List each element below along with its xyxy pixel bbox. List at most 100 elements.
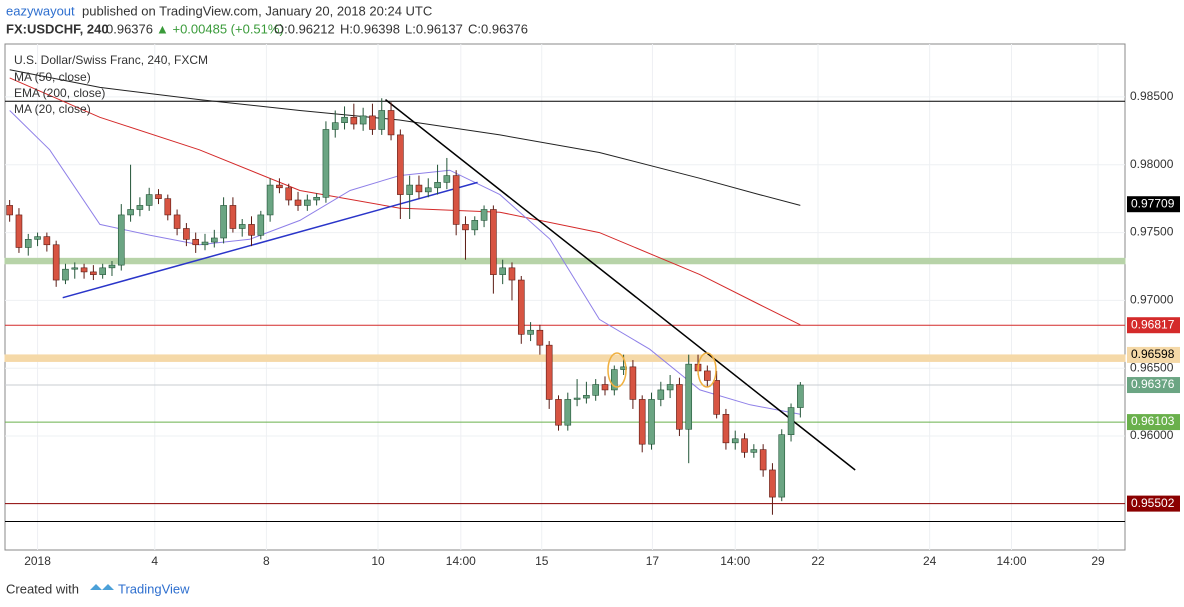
price-label-box <box>1127 346 1180 363</box>
x-tick-label: 14:00 <box>996 554 1026 568</box>
candle-body <box>611 369 618 391</box>
x-tick-label: 14:00 <box>446 554 476 568</box>
candle-body <box>99 267 106 275</box>
x-tick-label: 2018 <box>24 554 51 568</box>
price-label-box <box>1127 495 1180 512</box>
price-label-box <box>1127 196 1180 213</box>
footer-created: Created with <box>6 581 79 596</box>
candle-body <box>797 384 804 408</box>
y-tick-label: 0.97000 <box>1130 293 1174 307</box>
last-price: 0.96376 <box>106 21 153 36</box>
candle-body <box>601 384 609 391</box>
candle-body <box>769 469 776 498</box>
price-label: 0.96103 <box>1131 414 1175 428</box>
x-tick-label: 10 <box>371 554 385 568</box>
candle-body <box>183 228 190 240</box>
open: O:0.96212 <box>274 21 335 36</box>
candle-body <box>648 399 655 445</box>
price-label: 0.97709 <box>1131 196 1175 210</box>
candle-body <box>387 110 395 136</box>
legend-entry: MA (50, close) <box>14 70 91 84</box>
candle-body <box>276 184 283 189</box>
candle-body <box>424 187 432 193</box>
candle-body <box>629 366 637 400</box>
candle-body <box>499 267 506 275</box>
candle-body <box>536 329 544 346</box>
candle-body <box>313 196 320 201</box>
y-tick-label: 0.96500 <box>1130 360 1174 374</box>
author[interactable]: eazywayout <box>6 3 75 18</box>
candle-body <box>406 184 413 195</box>
candle-body <box>759 449 767 471</box>
candle-body <box>155 194 162 199</box>
candle-body <box>713 380 720 415</box>
candle-body <box>443 175 451 183</box>
candle-body <box>434 182 441 189</box>
candle-body <box>34 236 41 240</box>
candle-body <box>741 438 748 453</box>
x-tick-label: 22 <box>811 554 825 568</box>
footer-brand[interactable]: TradingView <box>118 581 190 596</box>
candle-body <box>750 449 758 453</box>
candle-body <box>285 187 293 201</box>
candle-body <box>490 209 497 275</box>
candle-body <box>527 329 534 335</box>
y-tick-label: 0.97500 <box>1130 225 1174 239</box>
candle-body <box>192 239 199 246</box>
chart-title: U.S. Dollar/Swiss Franc, 240, FXCM <box>14 53 208 67</box>
trend-line <box>385 99 856 471</box>
candle-body <box>341 116 348 123</box>
y-tick-label: 0.98000 <box>1130 157 1174 171</box>
candle-body <box>778 434 786 498</box>
candle-body <box>294 199 302 206</box>
candle-body <box>248 224 255 236</box>
price-label: 0.96817 <box>1131 317 1175 331</box>
price-label-box <box>1127 414 1180 431</box>
indicator-line <box>9 69 801 206</box>
plot-frame <box>4 43 1126 551</box>
candle-body <box>508 267 516 281</box>
x-tick-label: 15 <box>535 554 549 568</box>
candle-body <box>24 239 32 248</box>
high: H:0.96398 <box>340 21 400 36</box>
candle-body <box>80 267 88 273</box>
candle-body <box>117 214 125 266</box>
candle-body <box>592 384 599 396</box>
y-tick-label: 0.96000 <box>1130 428 1174 442</box>
zone-band <box>4 354 1126 362</box>
candle-body <box>211 237 218 243</box>
candle-body <box>350 116 358 125</box>
candle-body <box>229 205 237 229</box>
candle-body <box>722 414 730 444</box>
legend-entry: MA (20, close) <box>14 102 91 116</box>
x-tick-label: 29 <box>1091 554 1105 568</box>
price-label-box <box>1127 377 1180 394</box>
candle-body <box>638 399 646 445</box>
candle-body <box>136 205 144 210</box>
change: ▲ +0.00485 (+0.51%) <box>156 21 284 36</box>
y-tick-label: 0.98500 <box>1130 89 1174 103</box>
candle-body <box>471 220 479 231</box>
candle-body <box>15 214 23 248</box>
candle-body <box>573 397 581 400</box>
price-label: 0.96376 <box>1131 377 1175 391</box>
candle-body <box>173 214 181 229</box>
candle-body <box>564 399 572 426</box>
candle-body <box>676 384 683 430</box>
candle-body <box>201 241 209 246</box>
published: published on TradingView.com, January 20… <box>82 3 432 18</box>
candle-body <box>462 224 469 231</box>
candle-body <box>164 198 172 216</box>
candle-body <box>517 279 525 335</box>
x-tick-label: 8 <box>263 554 270 568</box>
candle-body <box>452 175 460 225</box>
candle-body <box>322 129 330 198</box>
highlight-ellipse <box>697 352 717 388</box>
low: L:0.96137 <box>405 21 463 36</box>
candle-body <box>127 209 134 216</box>
candle-body <box>257 214 265 236</box>
candle-body <box>397 134 404 195</box>
candle-body <box>480 209 488 221</box>
candle-body <box>266 184 274 216</box>
